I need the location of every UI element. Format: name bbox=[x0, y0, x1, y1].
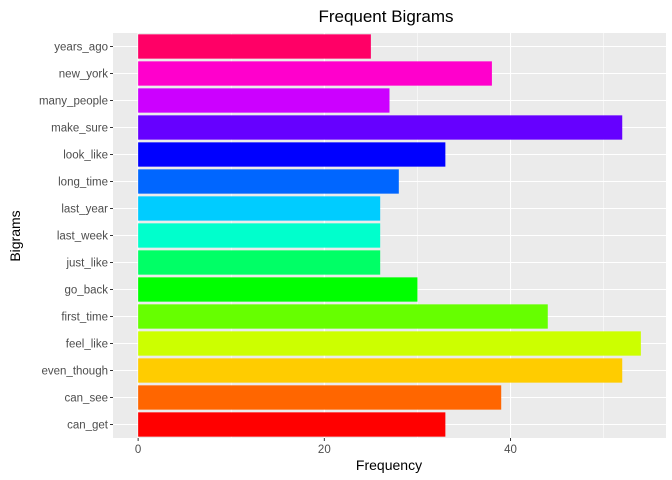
bar-feel_like bbox=[138, 331, 641, 356]
bar-can_get bbox=[138, 412, 446, 437]
bar-look_like bbox=[138, 142, 446, 167]
bar-years_ago bbox=[138, 34, 371, 59]
y-tick-label-look_like: look_like bbox=[63, 150, 108, 162]
y-tick-label-feel_like: feel_like bbox=[66, 339, 108, 351]
x-tick-label: 0 bbox=[135, 444, 141, 456]
bar-can_see bbox=[138, 385, 502, 410]
bar-last_week bbox=[138, 223, 381, 248]
x-tick-label: 40 bbox=[504, 444, 517, 456]
bar-just_like bbox=[138, 250, 381, 275]
x-axis-ticks: 0 20 40 bbox=[135, 438, 517, 456]
bar-go_back bbox=[138, 277, 418, 302]
chart-title: Frequent Bigrams bbox=[318, 7, 453, 26]
y-tick-label-many_people: many_people bbox=[39, 96, 108, 108]
y-tick-label-just_like: just_like bbox=[65, 258, 108, 270]
y-tick-label-long_time: long_time bbox=[58, 177, 108, 189]
y-axis-title: Bigrams bbox=[7, 210, 23, 261]
y-tick-label-years_ago: years_ago bbox=[54, 42, 108, 54]
bar-even_though bbox=[138, 358, 623, 383]
bar-long_time bbox=[138, 169, 399, 194]
y-tick-label-can_get: can_get bbox=[67, 420, 109, 432]
y-tick-label-can_see: can_see bbox=[65, 393, 108, 405]
y-tick-label-even_though: even_though bbox=[41, 366, 108, 378]
y-tick-label-last_week: last_week bbox=[57, 231, 108, 243]
y-tick-label-make_sure: make_sure bbox=[51, 123, 108, 135]
y-tick-label-go_back: go_back bbox=[65, 285, 109, 297]
bar-new_york bbox=[138, 61, 492, 86]
y-tick-label-new_york: new_york bbox=[59, 69, 108, 81]
bars-group bbox=[138, 34, 641, 437]
bar-make_sure bbox=[138, 115, 623, 140]
bar-many_people bbox=[138, 88, 390, 113]
x-tick-label: 20 bbox=[318, 444, 331, 456]
y-tick-label-first_time: first_time bbox=[61, 312, 108, 324]
x-axis-title: Frequency bbox=[356, 457, 422, 473]
y-tick-label-last_year: last_year bbox=[61, 204, 108, 216]
bar-first_time bbox=[138, 304, 548, 329]
bar-last_year bbox=[138, 196, 381, 221]
y-axis-ticks: can_get can_see even_though feel_like first_… bbox=[39, 42, 113, 432]
